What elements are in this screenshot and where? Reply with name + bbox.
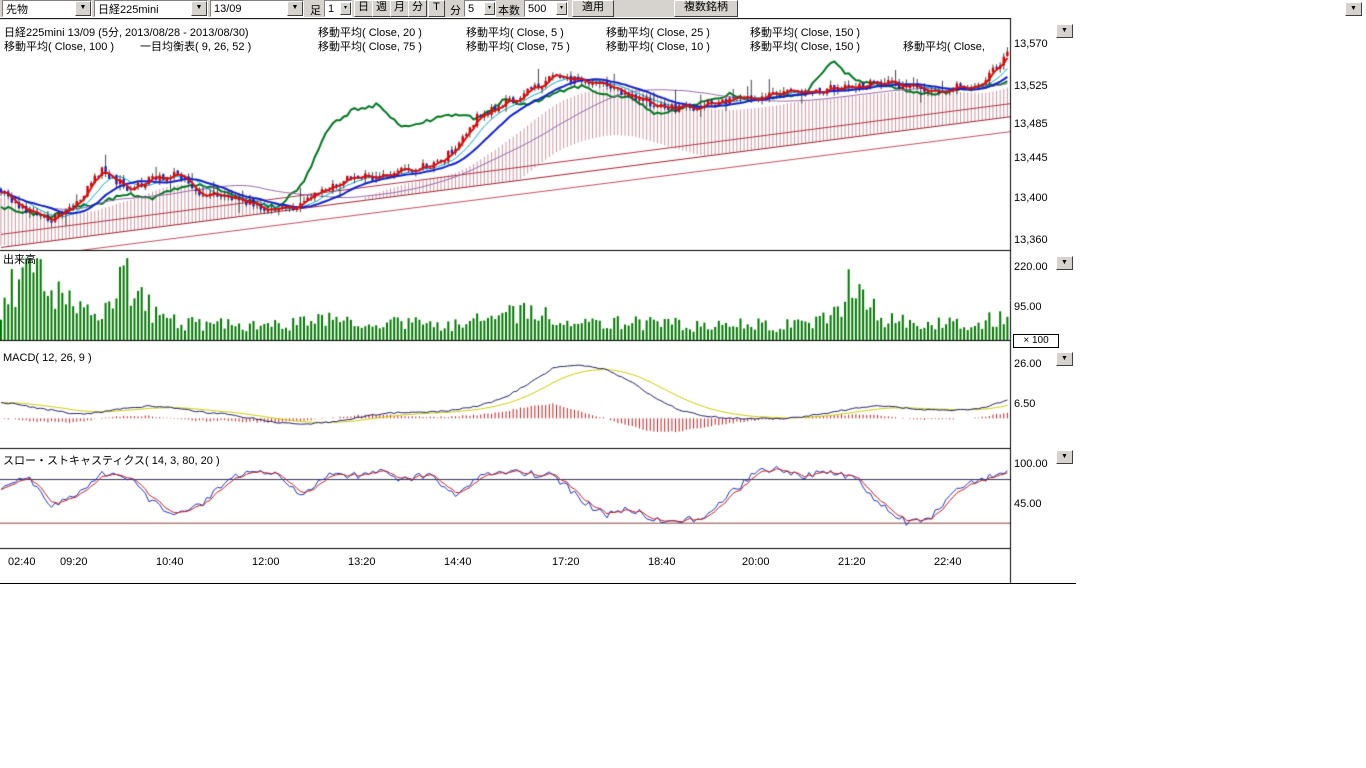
apply-button[interactable]: 適用 (572, 0, 614, 17)
price-axis-tick: 13,525 (1014, 80, 1048, 92)
bar-interval-input[interactable]: 1 ▾ (324, 0, 352, 17)
legend-item: 移動平均( Close, 20 ) (318, 27, 422, 39)
time-axis-tick: 13:20 (348, 556, 376, 568)
price-axis-tick: 13,400 (1014, 192, 1048, 204)
chart-canvas[interactable] (0, 18, 1012, 588)
legend-item: 移動平均( Close, 75 ) (318, 41, 422, 53)
price-panel-dropdown-button[interactable]: ▼ (1056, 24, 1073, 38)
time-axis-tick: 14:40 (444, 556, 472, 568)
legend-item: 移動平均( Close, (903, 41, 985, 53)
multi-symbol-button[interactable]: 複数銘柄 (674, 0, 738, 17)
symbol-select[interactable]: 日経225mini ▼ (94, 0, 208, 17)
time-axis-tick: 22:40 (934, 556, 962, 568)
macd-axis-tick: 26.00 (1014, 358, 1042, 370)
legend-item: 移動平均( Close, 150 ) (750, 41, 861, 53)
legend-item: 日経225mini 13/09 (5分, 2013/08/28 - 2013/0… (4, 27, 249, 39)
price-axis-tick: 13,570 (1014, 38, 1048, 50)
market-category-value: 先物 (6, 3, 28, 16)
spinner-icon[interactable]: ▾ (340, 2, 351, 15)
chevron-down-icon: ▼ (1350, 5, 1357, 12)
contract-month-select[interactable]: 13/09 ▼ (210, 0, 304, 17)
stoch-axis-tick: 100.00 (1014, 458, 1048, 470)
period-minute-button[interactable]: 分 (408, 0, 427, 17)
chevron-down-icon: ▼ (1061, 27, 1068, 34)
time-axis-tick: 02:40 (8, 556, 36, 568)
time-axis-tick: 20:00 (742, 556, 770, 568)
period-month-button[interactable]: 月 (390, 0, 409, 17)
market-category-select[interactable]: 先物 ▼ (2, 0, 92, 17)
bar-count-label: 本数 (498, 5, 520, 17)
toolbar: 先物 ▼ 日経225mini ▼ 13/09 ▼ 足 1 ▾ 日 週 月 分 T… (0, 0, 738, 17)
volume-panel-dropdown-button[interactable]: ▼ (1056, 256, 1073, 270)
chevron-down-icon[interactable]: ▼ (75, 1, 91, 16)
window-dropdown-button[interactable]: ▼ (1345, 2, 1362, 16)
bar-type-label: 足 (310, 5, 321, 17)
price-axis-tick: 13,485 (1014, 118, 1048, 130)
minute-value: 5 (468, 2, 475, 15)
chevron-down-icon: ▼ (1061, 355, 1068, 362)
bar-count-value: 500 (528, 2, 547, 15)
volume-multiplier-badge: × 100 (1013, 334, 1059, 348)
macd-axis-tick: 6.50 (1014, 398, 1036, 410)
chevron-down-icon: ▼ (1061, 453, 1068, 460)
bar-interval-value: 1 (328, 2, 335, 15)
legend-item: 移動平均( Close, 25 ) (606, 27, 710, 39)
stoch-axis-tick: 45.00 (1014, 498, 1042, 510)
minute-input[interactable]: 5 ▾ (464, 0, 496, 17)
legend-item: 一目均衡表( 9, 26, 52 ) (140, 41, 252, 53)
contract-month-value: 13/09 (214, 2, 242, 15)
time-axis-tick: 09:20 (60, 556, 88, 568)
volume-axis-tick: 95.00 (1014, 301, 1042, 313)
spinner-icon[interactable]: ▾ (484, 2, 495, 15)
macd-panel-dropdown-button[interactable]: ▼ (1056, 352, 1073, 366)
tick-button[interactable]: T (428, 0, 445, 17)
spinner-icon[interactable]: ▾ (556, 2, 567, 15)
legend-item: 移動平均( Close, 75 ) (466, 41, 570, 53)
minute-label: 分 (450, 5, 461, 17)
time-axis-tick: 12:00 (252, 556, 280, 568)
stochastics-panel-label: スロー・ストキャスティクス( 14, 3, 80, 20 ) (3, 455, 220, 467)
chart-bottom-border (0, 583, 1076, 584)
bar-count-input[interactable]: 500 ▾ (524, 0, 568, 17)
volume-axis-tick: 220.00 (1014, 261, 1048, 273)
macd-panel-label: MACD( 12, 26, 9 ) (3, 352, 92, 364)
legend-item: 移動平均( Close, 100 ) (4, 41, 115, 53)
time-axis-tick: 21:20 (838, 556, 866, 568)
period-week-button[interactable]: 週 (372, 0, 391, 17)
volume-panel-label: 出来高 (3, 254, 36, 266)
chevron-down-icon[interactable]: ▼ (287, 1, 303, 16)
time-axis-tick: 10:40 (156, 556, 184, 568)
symbol-value: 日経225mini (98, 3, 159, 16)
legend-item: 移動平均( Close, 10 ) (606, 41, 710, 53)
price-axis-tick: 13,360 (1014, 234, 1048, 246)
legend-item: 移動平均( Close, 150 ) (750, 27, 861, 39)
time-axis-tick: 17:20 (552, 556, 580, 568)
period-day-button[interactable]: 日 (354, 0, 373, 17)
chevron-down-icon[interactable]: ▼ (191, 1, 207, 16)
chevron-down-icon: ▼ (1061, 259, 1068, 266)
stoch-panel-dropdown-button[interactable]: ▼ (1056, 450, 1073, 464)
time-axis-tick: 18:40 (648, 556, 676, 568)
price-axis-tick: 13,445 (1014, 152, 1048, 164)
legend-item: 移動平均( Close, 5 ) (466, 27, 564, 39)
